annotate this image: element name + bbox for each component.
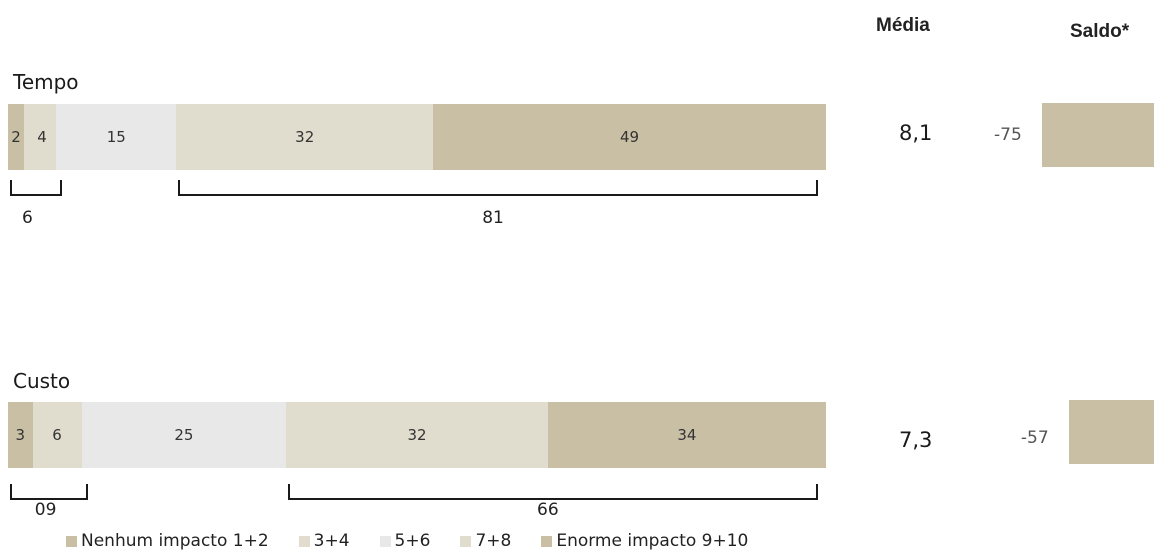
bar-segment — [56, 104, 177, 170]
segment-value-label: 32 — [407, 426, 427, 444]
bar-segment — [286, 402, 548, 468]
legend-item: 5+6 — [379, 531, 431, 551]
bracket-high-value: 66 — [537, 500, 559, 520]
legend: Nenhum impacto 1+2 3+4 5+6 7+8 Enorme impact… — [66, 531, 778, 551]
legend-item: Nenhum impacto 1+2 — [66, 531, 269, 551]
segment-value-label: 2 — [11, 128, 21, 146]
media-value: 7,3 — [899, 428, 933, 452]
legend-label: Enorme impacto 9+10 — [556, 531, 749, 551]
legend-swatch — [460, 535, 472, 547]
saldo-bar — [1068, 400, 1154, 464]
saldo-value: -75 — [994, 125, 1022, 145]
saldo-bar — [1042, 103, 1154, 167]
bar-segment — [8, 402, 33, 468]
bar-segment — [433, 104, 826, 170]
bar-segment — [547, 402, 826, 468]
segment-value-label: 3 — [15, 426, 26, 444]
legend-swatch — [379, 535, 391, 547]
legend-item: 7+8 — [460, 531, 511, 551]
segment-value-label: 6 — [52, 426, 62, 444]
stacked-bar: 2 4 15 32 49 — [8, 104, 826, 170]
legend-label: Nenhum impacto 1+2 — [81, 531, 269, 551]
bracket-low — [10, 484, 88, 500]
legend-label: 5+6 — [394, 531, 431, 551]
segment-value-label: 32 — [295, 128, 315, 146]
legend-swatch — [298, 535, 310, 547]
bar-segment — [8, 104, 25, 170]
bracket-low — [10, 180, 63, 196]
legend-swatch — [541, 535, 553, 547]
bracket-high — [288, 484, 818, 500]
bracket-low-value: 6 — [22, 208, 33, 228]
legend-item: 3+4 — [298, 531, 350, 551]
row-title: Custo — [13, 369, 71, 393]
legend-label: 7+8 — [475, 531, 512, 551]
segment-value-label: 49 — [619, 128, 640, 146]
segment-value-label: 34 — [677, 426, 697, 444]
bracket-low-value: 09 — [34, 500, 57, 520]
bracket-high-value: 81 — [482, 208, 504, 228]
row-title: Tempo — [13, 70, 79, 94]
media-value: 8,1 — [899, 121, 933, 145]
segment-value-label: 4 — [37, 128, 47, 146]
bar-segment — [32, 402, 82, 468]
segment-value-label: 15 — [106, 128, 126, 146]
legend-label: 3+4 — [313, 531, 350, 551]
stacked-bar: 3 6 25 32 34 — [8, 402, 826, 468]
bar-segment — [24, 104, 57, 170]
bar-segment — [81, 402, 287, 468]
saldo-value: -57 — [1020, 428, 1049, 448]
bracket-high — [178, 180, 818, 196]
saldo-header: Saldo* — [1070, 21, 1130, 42]
segment-value-label: 25 — [174, 426, 194, 444]
legend-swatch — [66, 535, 77, 547]
media-header: Média — [876, 15, 930, 36]
bar-segment — [176, 104, 434, 170]
legend-item: Enorme impacto 9+10 — [541, 531, 748, 551]
